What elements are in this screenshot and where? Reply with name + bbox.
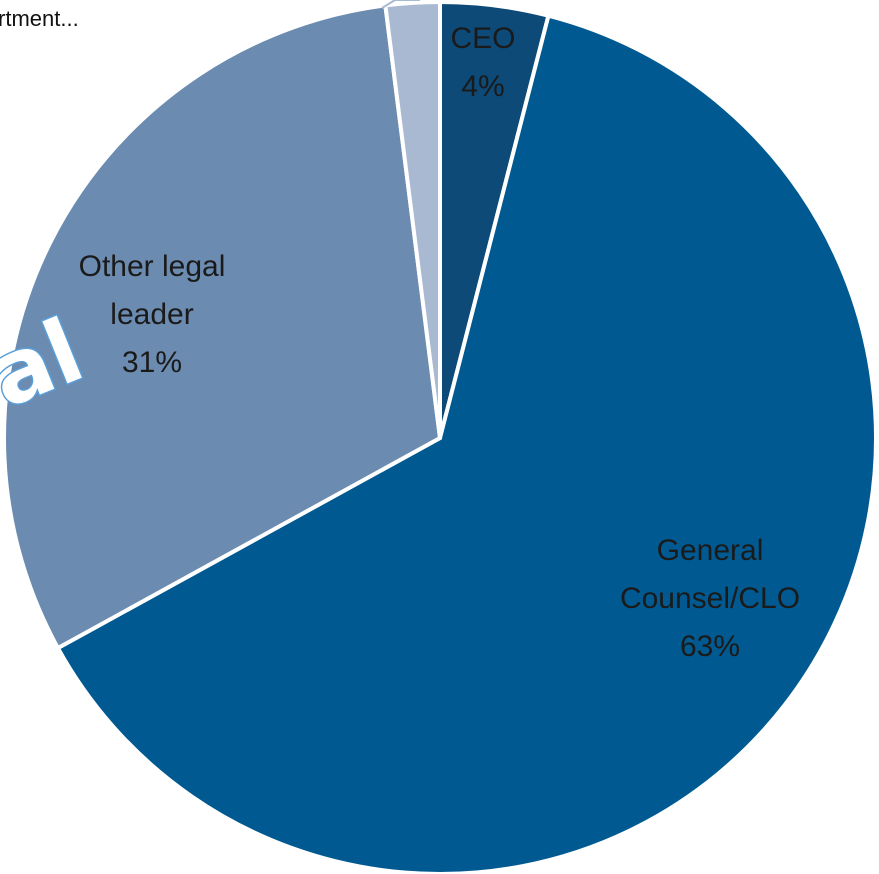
cropped-header-text: rtment... [0, 6, 79, 31]
pie-labels: CEO 4% General Counsel/CLO 63% Other legal lea… [79, 0, 800, 663]
slice-label-line: Other legal [79, 250, 226, 283]
slice-label-general-counsel-clo: General Counsel/CLO 63% [620, 534, 800, 663]
leader-line [381, 0, 420, 9]
slice-label-ceo: CEO 4% [450, 22, 515, 103]
slice-label-line: CEO [450, 22, 515, 55]
slice-label-line: leader [110, 298, 193, 331]
slice-label-line: 31% [122, 346, 182, 379]
slice-label-line: 4% [461, 70, 504, 103]
slice-label-line: General [657, 534, 764, 567]
slice-label-line: Counsel/CLO [620, 582, 800, 615]
pie-slice-other-legal-leader [2, 3, 443, 651]
pie-slice-general-counsel-clo [55, 13, 878, 874]
slice-label-other-legal-leader: Other legal leader 31% [79, 250, 226, 379]
slice-label-line: 63% [680, 630, 740, 663]
